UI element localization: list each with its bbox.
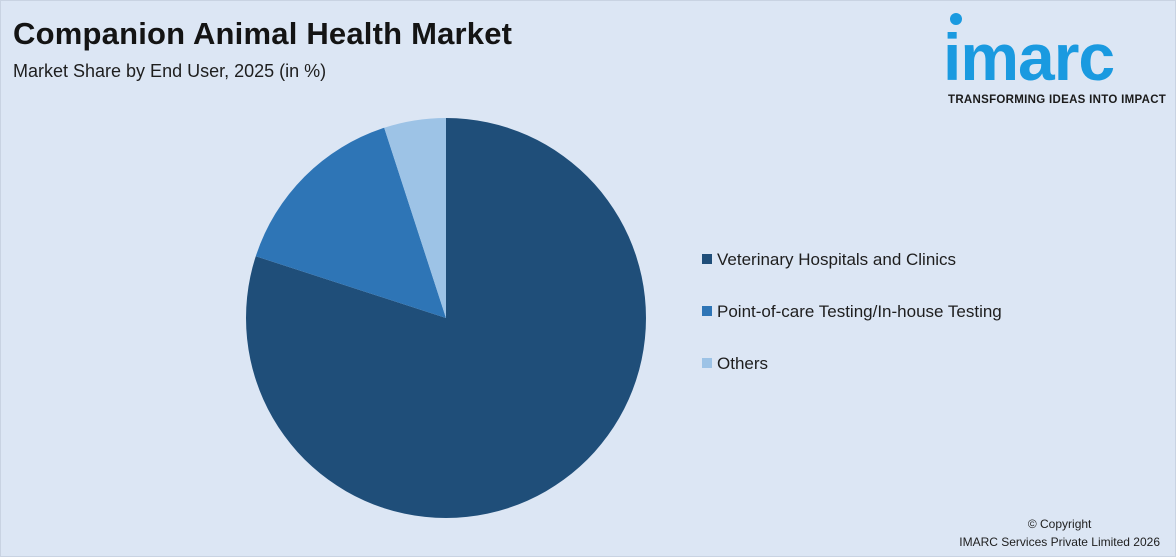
legend-label: Others (717, 354, 769, 373)
pie-slice-others (384, 118, 446, 318)
chart-subtitle: Market Share by End User, 2025 (in %) (13, 61, 327, 81)
copyright-line-2: IMARC Services Private Limited 2026 (959, 535, 1160, 549)
legend-label: Point-of-care Testing/In-house Testing (717, 302, 1002, 321)
legend-swatch (702, 306, 712, 316)
pie-chart (246, 118, 646, 518)
legend-item-others: Others (702, 354, 768, 374)
copyright-notice: © Copyright IMARC Services Private Limit… (959, 515, 1160, 551)
legend-swatch (702, 254, 712, 264)
logo-tagline: TRANSFORMING IDEAS INTO IMPACT (948, 94, 1167, 106)
legend-item-point-of-care: Point-of-care Testing/In-house Testing (702, 302, 1002, 322)
imarc-logo: imarc TRANSFORMING IDEAS INTO IMPACT (943, 10, 1169, 110)
legend-item-veterinary: Veterinary Hospitals and Clinics (702, 250, 956, 270)
legend-label: Veterinary Hospitals and Clinics (717, 250, 957, 269)
legend-swatch (702, 358, 712, 368)
logo-dot-icon (950, 13, 962, 25)
copyright-line-1: © Copyright (1027, 517, 1092, 531)
logo-wordmark: imarc (943, 20, 1115, 94)
pie-slice-point-of-care-testing-in-house-testing (255, 127, 446, 318)
chart-title: Companion Animal Health Market (13, 16, 513, 51)
